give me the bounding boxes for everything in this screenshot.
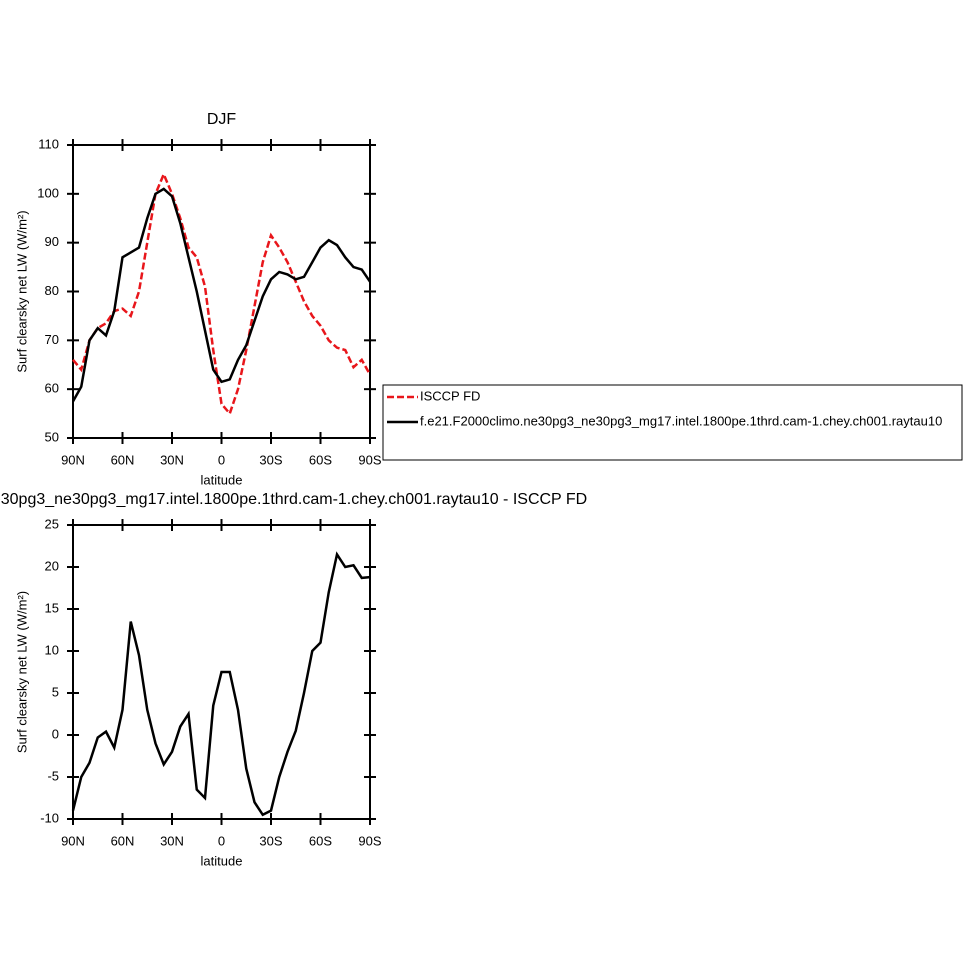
x-tick-label: 90N	[61, 452, 85, 467]
legend-box	[382, 384, 963, 461]
x-tick-label: 30S	[259, 452, 282, 467]
y-axis-label: Surf clearsky net LW (W/m²)	[14, 591, 29, 753]
y-tick-label: 80	[45, 283, 59, 298]
y-tick-label: 20	[45, 558, 59, 573]
x-tick-label: 30S	[259, 833, 282, 848]
chart-title: DJF	[207, 111, 237, 128]
data-line	[71, 551, 371, 817]
legend-label: ISCCP FD	[420, 388, 480, 403]
x-axis-label: latitude	[201, 472, 243, 487]
y-tick-label: 10	[45, 642, 59, 657]
plot-frame	[72, 144, 371, 439]
x-tick-label: 60N	[111, 833, 135, 848]
x-tick-label: 30N	[160, 452, 184, 467]
y-tick-label: 90	[45, 234, 59, 249]
chart-title: f.e21.F2000climo.ne30pg3_ne30pg3_mg17.in…	[0, 491, 587, 508]
x-tick-label: 0	[218, 833, 225, 848]
data-line	[72, 171, 372, 417]
y-tick-label: 25	[45, 516, 59, 531]
x-axis-label: latitude	[201, 853, 243, 868]
y-tick-label: 50	[45, 429, 59, 444]
x-tick-label: 90S	[358, 452, 381, 467]
y-tick-label: 0	[52, 726, 59, 741]
y-tick-label: 5	[52, 684, 59, 699]
x-tick-label: 90N	[61, 833, 85, 848]
x-tick-label: 90S	[358, 833, 381, 848]
y-axis-label: Surf clearsky net LW (W/m²)	[14, 210, 29, 372]
y-tick-label: 100	[37, 185, 59, 200]
x-tick-label: 0	[218, 452, 225, 467]
y-tick-label: 110	[38, 136, 59, 151]
y-tick-label: 15	[45, 600, 59, 615]
x-tick-label: 60S	[309, 452, 332, 467]
y-tick-label: -10	[40, 810, 59, 825]
y-tick-label: 60	[45, 381, 59, 396]
x-tick-label: 60S	[309, 833, 332, 848]
data-line	[71, 187, 372, 402]
x-tick-label: 30N	[160, 833, 184, 848]
x-tick-label: 60N	[111, 452, 135, 467]
y-tick-label: -5	[47, 768, 59, 783]
legend-label: f.e21.F2000climo.ne30pg3_ne30pg3_mg17.in…	[420, 413, 942, 428]
plot-frame	[72, 524, 371, 820]
y-tick-label: 70	[45, 332, 59, 347]
